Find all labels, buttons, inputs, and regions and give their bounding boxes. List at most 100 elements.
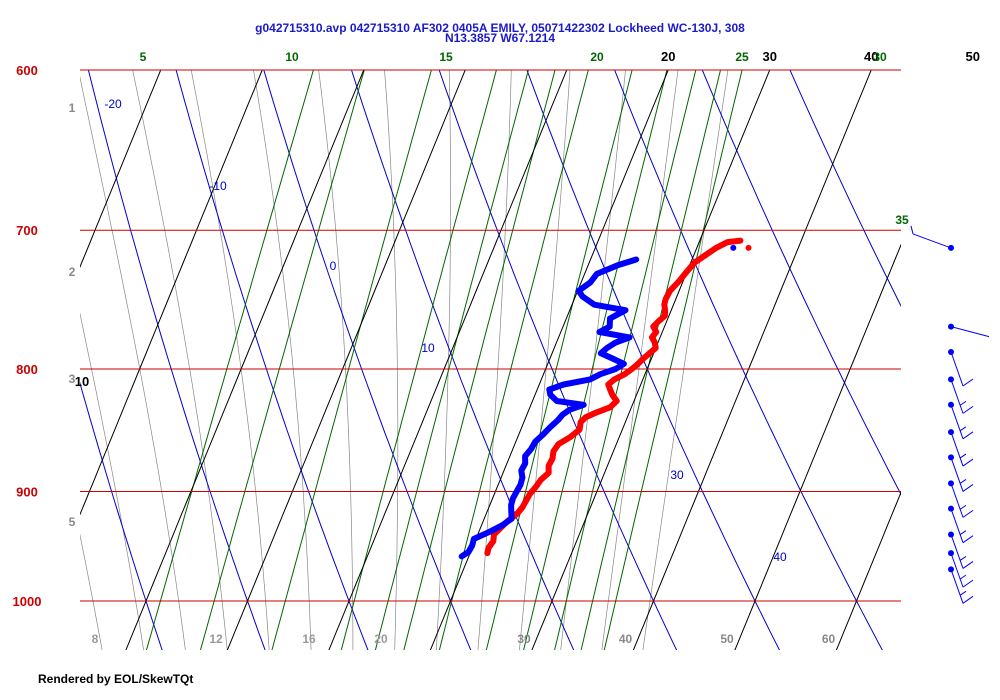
wind-barb-staff	[950, 508, 964, 543]
dry-adiabat-line	[614, 70, 883, 650]
wind-barb-half	[959, 504, 967, 510]
axis-labels: 600700800900100020304050603040506010-20-…	[13, 49, 980, 646]
wind-barb-flag	[962, 405, 974, 414]
dry-adiabat-label: 10	[421, 341, 435, 355]
dry-adiabat-label: 0	[330, 259, 337, 273]
wind-barb	[948, 531, 974, 569]
isotherm-top-label: 50	[965, 49, 979, 64]
wind-barb	[948, 323, 990, 338]
wind-barbs	[910, 225, 990, 604]
dry-adiabat-line	[789, 70, 901, 308]
wind-barb-staff	[950, 379, 964, 414]
wind-barb-staff	[950, 534, 964, 569]
wind-barb-half	[959, 574, 967, 580]
wind-barb	[948, 480, 974, 518]
mixing-ratio-label: 10	[285, 50, 299, 64]
mixing-ratio-line	[199, 70, 365, 650]
mixing-ratio-label: 15	[439, 50, 453, 64]
isotherm-bottom-label: 50	[720, 632, 734, 646]
wind-barb-flag	[962, 431, 974, 440]
isotherm-line	[531, 70, 771, 650]
isotherm-left-label: 10	[75, 374, 89, 389]
wind-barb-dot	[948, 550, 954, 557]
wind-barb-staff	[950, 569, 964, 604]
wind-barb-staff	[950, 431, 964, 467]
bottom-scale-label: 8	[92, 632, 99, 646]
dry-adiabat-line	[0, 0, 72, 691]
moist-adiabat-line	[642, 70, 729, 650]
footer-credit: Rendered by EOL/SkewTQt	[38, 672, 194, 686]
wind-barb	[948, 505, 974, 544]
wind-barb-dot	[948, 531, 954, 538]
moist-adiabat-line	[190, 70, 270, 650]
isotherm-bottom-label: 40	[619, 632, 633, 646]
wind-barb-half	[959, 400, 967, 406]
wind-barb-staff	[950, 483, 964, 518]
mixing-ratio-line	[340, 70, 497, 650]
wind-barb-dot	[948, 349, 954, 356]
dewpoint-trace	[458, 256, 640, 560]
moist-adiabat-line	[80, 533, 103, 650]
mixing-ratio-lines	[145, 70, 743, 650]
pressure-label: 800	[16, 362, 38, 377]
moist-adiabat-line	[601, 70, 679, 650]
mixing-ratio-line	[271, 70, 432, 650]
wind-barb-half	[959, 479, 967, 484]
moist-adiabat-line	[519, 70, 571, 650]
sounding-point	[730, 244, 737, 251]
side-scale-label: 5	[69, 515, 76, 529]
mixing-ratio-line	[374, 70, 529, 650]
wind-barb	[948, 376, 974, 414]
mixing-ratio-label: 20	[590, 50, 604, 64]
wind-barb-flag	[962, 458, 974, 467]
moist-adiabat-line	[318, 70, 354, 650]
moist-adiabat-line	[253, 70, 312, 650]
wind-barb-half	[959, 530, 967, 536]
bottom-scale-label: 16	[302, 632, 316, 646]
isobars	[80, 69, 901, 602]
wind-barb-dot	[948, 454, 954, 461]
isotherm-line	[429, 70, 669, 650]
mixing-ratio-line	[603, 70, 743, 650]
wind-barb-staff	[950, 351, 964, 387]
dry-adiabat-line	[175, 70, 369, 650]
pressure-label: 1000	[13, 594, 42, 609]
mixing-ratio-label: 25	[735, 50, 749, 64]
wind-barb	[948, 429, 974, 467]
wind-barb-half	[959, 453, 967, 459]
wind-barb-half	[959, 426, 967, 432]
isotherm-line	[80, 70, 263, 516]
sounding-traces	[458, 237, 752, 560]
wind-barb-dot	[948, 323, 954, 330]
wind-barb-flag	[962, 595, 974, 604]
isotherm-line	[80, 70, 162, 269]
isotherm-bottom-label: 60	[822, 632, 836, 646]
temperature-trace	[484, 237, 744, 557]
mixing-ratio-line	[438, 70, 589, 650]
mixing-ratio-line	[554, 70, 697, 650]
side-scale-label: 2	[69, 265, 76, 279]
isotherm-line	[734, 243, 901, 650]
wind-barb-flag	[962, 509, 974, 518]
isotherm-line	[632, 70, 872, 650]
wind-barb-dot	[948, 244, 954, 251]
mixing-ratio-line	[485, 70, 633, 650]
isotherm-line	[226, 70, 466, 650]
pressure-label: 600	[16, 63, 38, 78]
wind-barb-flag	[962, 378, 974, 387]
mixing-ratio-label: 35	[895, 213, 909, 227]
dry-adiabat-line	[526, 70, 781, 650]
mixing-ratio-label: 5	[140, 50, 147, 64]
wind-barb	[948, 454, 974, 492]
moist-adiabat-line	[436, 70, 451, 650]
moist-adiabat-line	[80, 75, 186, 650]
wind-barb-staff	[950, 404, 964, 439]
bottom-scale-label: 20	[374, 632, 388, 646]
wind-barb	[910, 225, 954, 251]
mixing-ratio-label: 30	[873, 50, 887, 64]
wind-barb-staff	[950, 552, 964, 588]
wind-barb-dot	[948, 429, 954, 436]
wind-barb-dot	[948, 376, 954, 383]
pressure-label: 900	[16, 484, 38, 499]
